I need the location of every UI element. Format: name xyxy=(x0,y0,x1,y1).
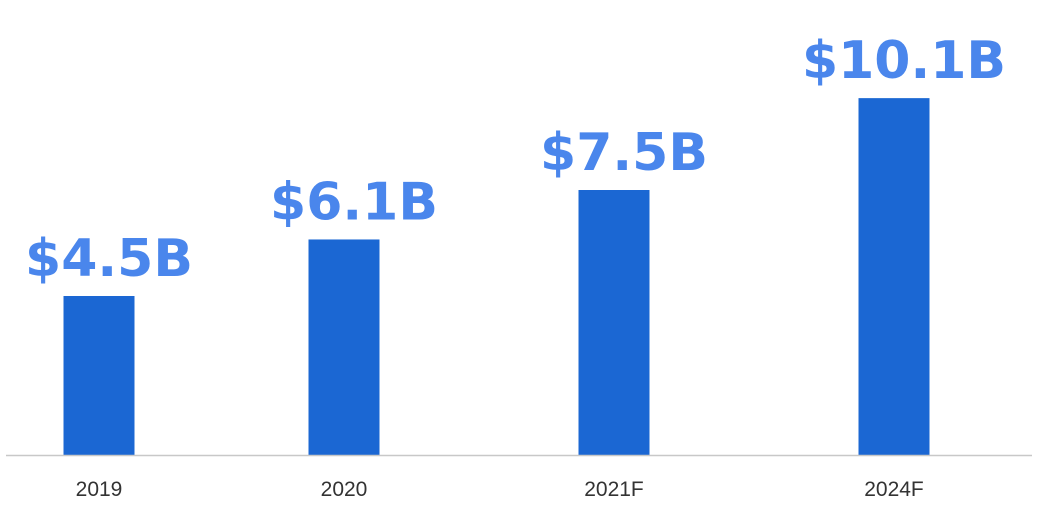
bar-2024f xyxy=(858,98,930,455)
x-tick-label-2019: 2019 xyxy=(76,478,123,501)
bar-2020 xyxy=(308,239,380,455)
bar-2019 xyxy=(63,296,135,455)
x-tick-label-2020: 2020 xyxy=(321,478,368,501)
x-axis-tick-labels: 2019 2020 2021F 2024F xyxy=(76,478,924,501)
data-label-2021f: $7.5B xyxy=(540,123,708,183)
data-labels: $4.5B $6.1B $7.5B $10.1B xyxy=(25,31,1006,289)
bar-2021f xyxy=(578,190,650,455)
x-tick-label-2024f: 2024F xyxy=(864,478,924,501)
bars xyxy=(63,98,930,455)
data-label-2019: $4.5B xyxy=(25,229,193,289)
data-label-2024f: $10.1B xyxy=(802,31,1006,91)
data-label-2020: $6.1B xyxy=(270,172,438,232)
x-tick-label-2021f: 2021F xyxy=(584,478,644,501)
